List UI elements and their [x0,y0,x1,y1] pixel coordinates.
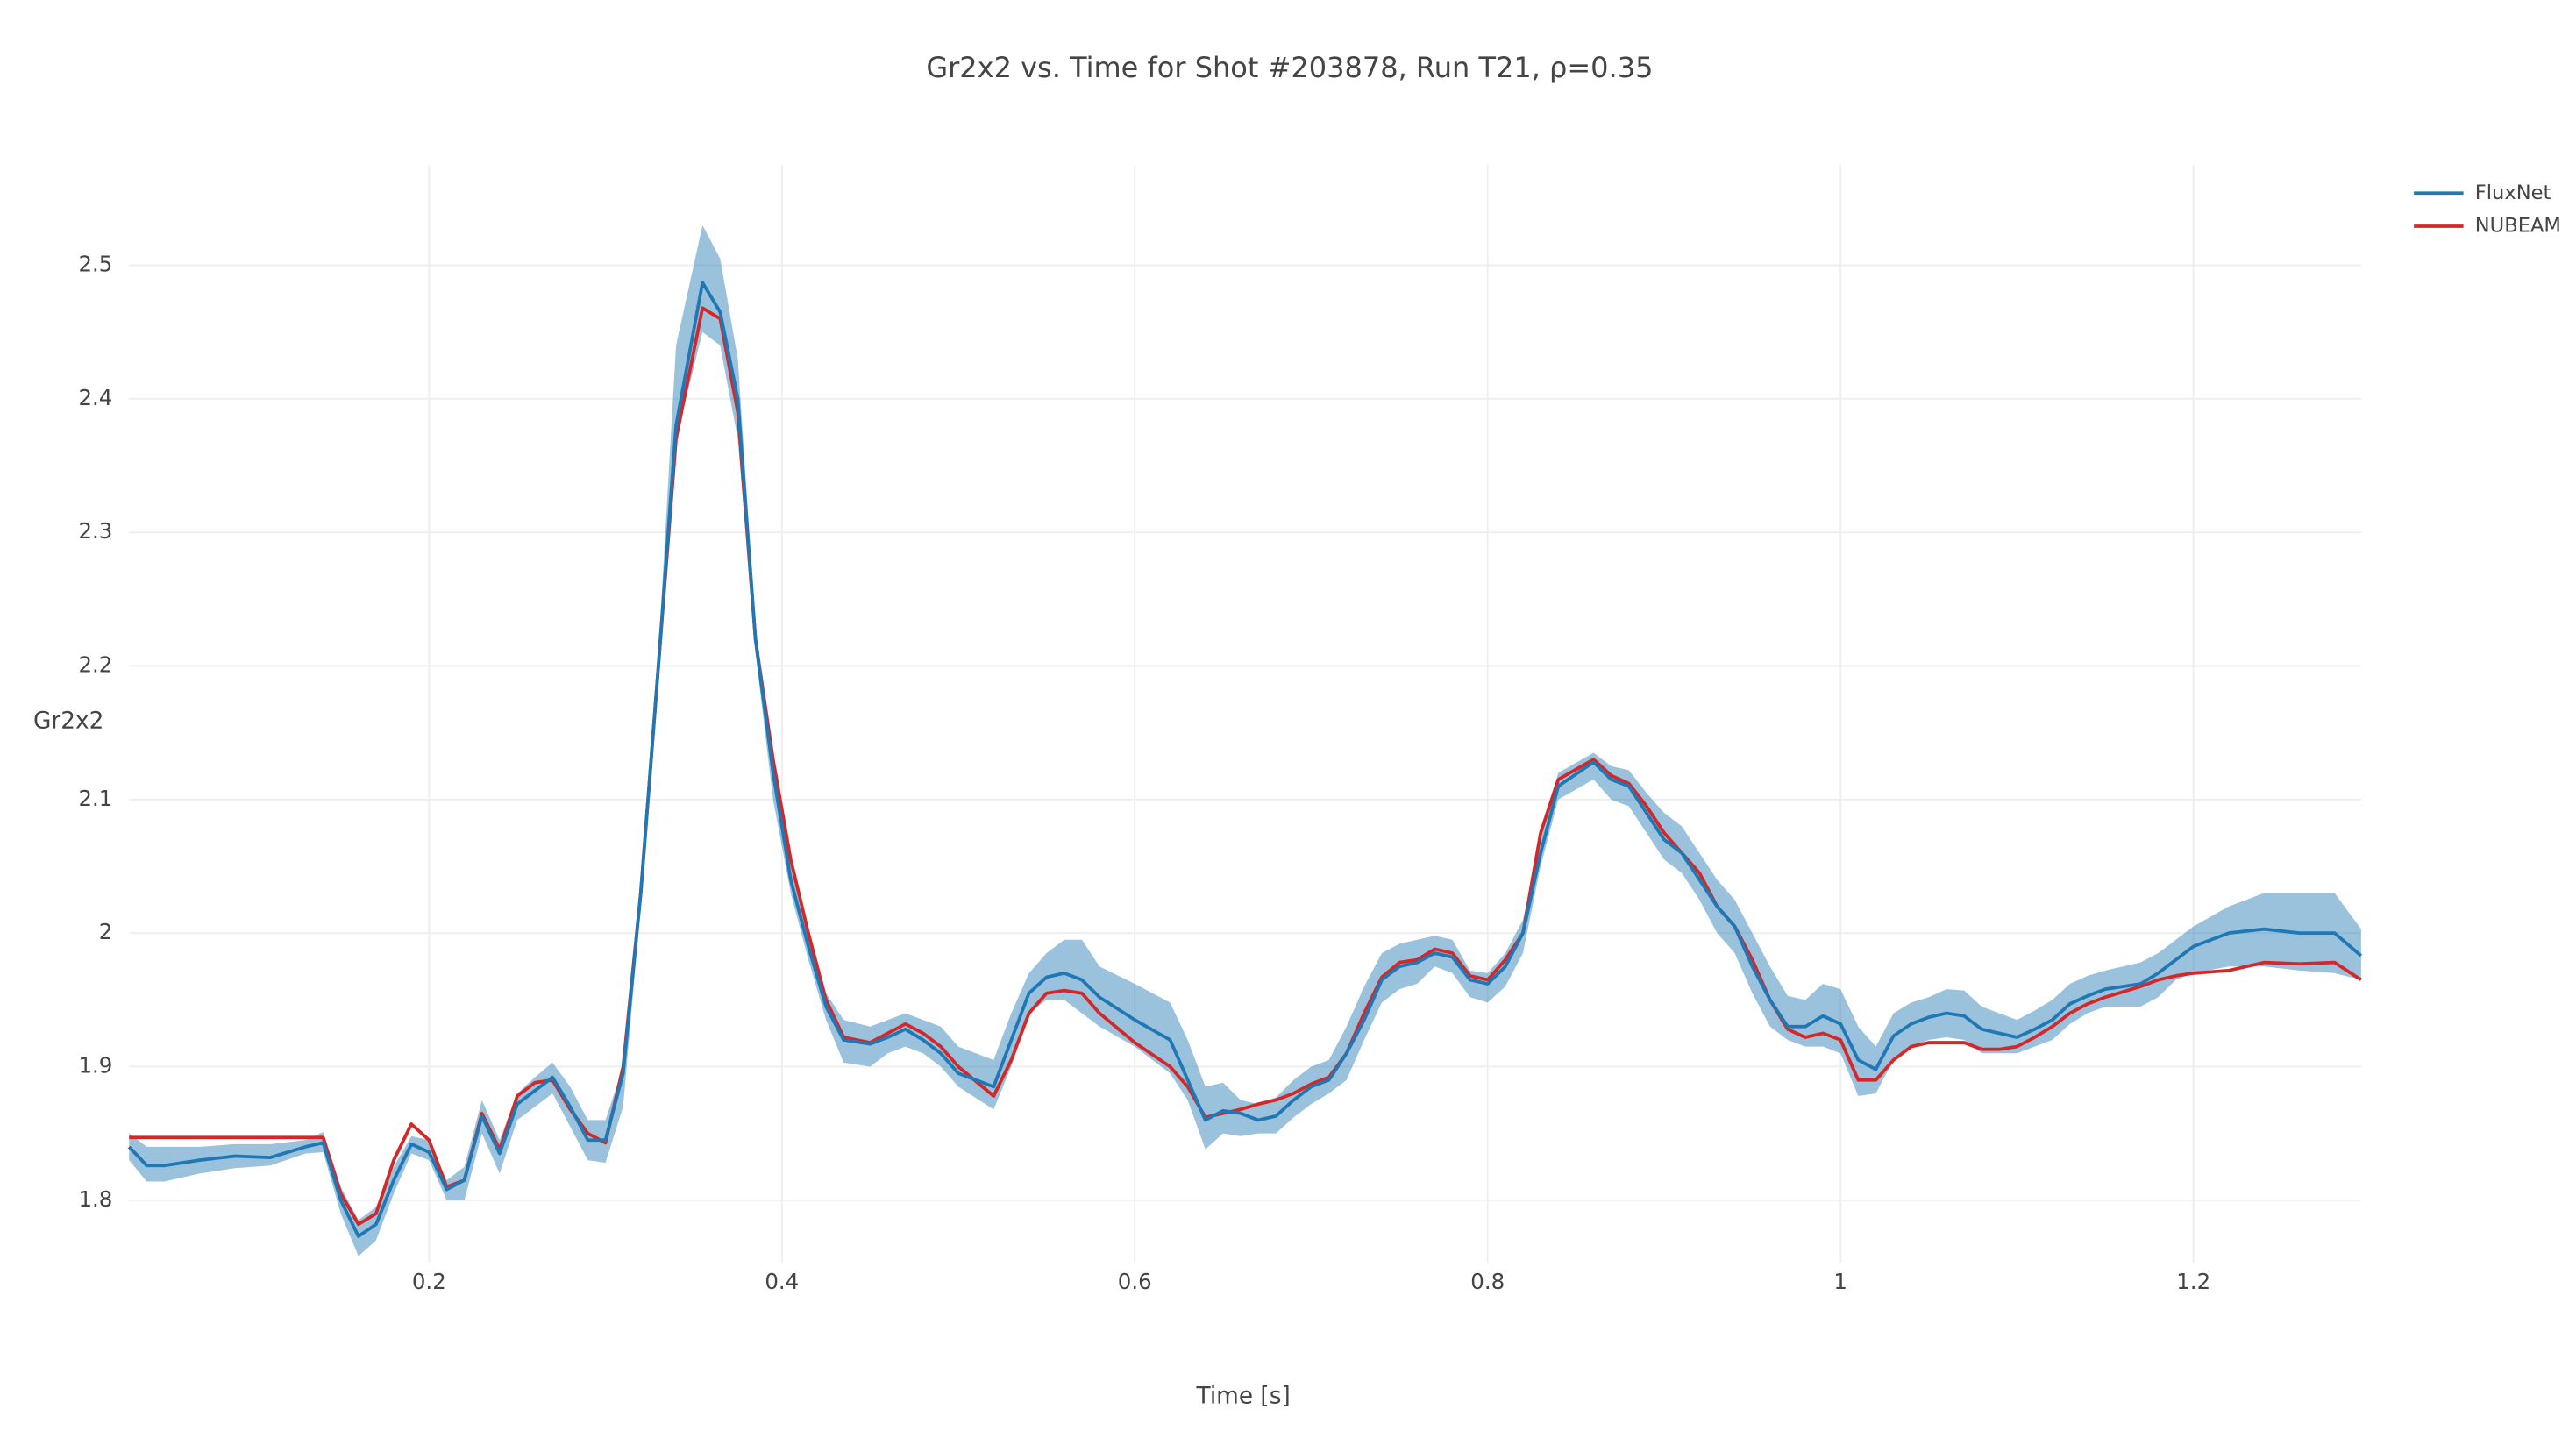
y-tick-label: 1.9 [78,1052,112,1078]
chart-title: Gr2x2 vs. Time for Shot #203878, Run T21… [926,51,1653,84]
grid: 1.8 1.9 2 2.1 2.2 2.3 2.4 2.5 0.2 0.4 0.6 0.8 1 1.2 [78,165,2361,1294]
y-tick-label: 1.8 [78,1186,112,1212]
x-tick-label: 0.4 [765,1269,799,1294]
y-tick-label: 2.4 [78,385,112,410]
x-tick-label: 1 [1833,1269,1847,1294]
y-axis-title: Gr2x2 [33,708,103,734]
legend-label: NUBEAM [2475,214,2561,237]
y-tick-label: 2.5 [78,252,112,277]
x-tick-label: 0.2 [412,1269,446,1294]
x-tick-label: 0.8 [1470,1269,1505,1294]
y-tick-label: 2.3 [78,518,112,544]
y-tick-label: 2.2 [78,652,112,678]
series-line [129,306,2362,1227]
x-tick-label: 0.6 [1118,1269,1152,1294]
y-tick-label: 2 [99,919,113,944]
series-line [127,281,2363,1238]
plot [127,224,2363,1256]
legend-label: FluxNet [2475,182,2551,204]
y-tick-label: 2.1 [78,786,112,811]
x-tick-label: 1.2 [2176,1269,2210,1294]
legend: FluxNet NUBEAM [2414,182,2561,237]
x-axis-title: Time [s] [1196,1383,1291,1409]
